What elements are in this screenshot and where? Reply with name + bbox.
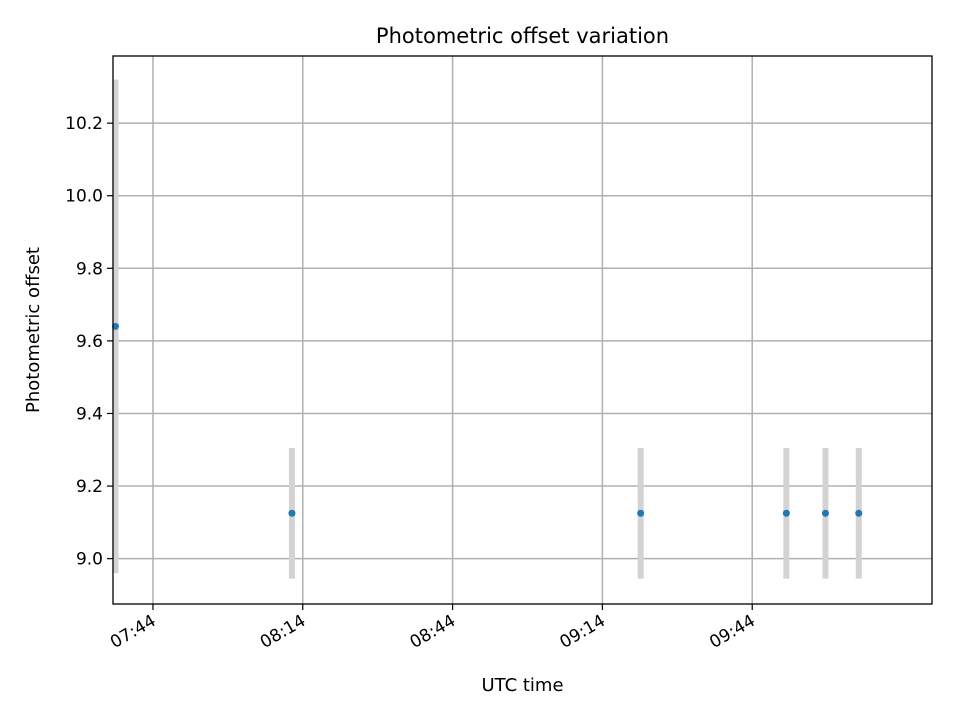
y-tick-label: 9.8 <box>76 259 103 279</box>
data-point <box>782 509 790 517</box>
data-point <box>637 509 645 517</box>
y-axis-title: Photometric offset <box>23 247 44 413</box>
y-axis-ticks: 9.0 9.2 9.4 9.6 9.8 10.0 10.2 <box>65 114 113 570</box>
grid <box>113 56 932 604</box>
x-axis-ticks: 07:44 08:14 08:44 09:14 09:44 <box>107 604 759 653</box>
chart-title: Photometric offset variation <box>376 24 669 48</box>
y-tick-label: 9.2 <box>76 477 103 497</box>
x-axis-title: UTC time <box>481 675 563 696</box>
data-point <box>821 509 829 517</box>
data-point <box>288 509 296 517</box>
y-tick-label: 9.4 <box>76 404 103 424</box>
plot-frame <box>112 55 933 605</box>
y-tick-label: 10.2 <box>65 114 103 134</box>
x-tick-label: 08:14 <box>257 611 309 653</box>
data-point <box>855 509 863 517</box>
x-tick-label: 09:14 <box>556 611 608 653</box>
y-tick-label: 9.0 <box>76 550 103 570</box>
x-tick-label: 09:44 <box>706 611 758 653</box>
data-points <box>111 322 863 517</box>
data-point <box>111 322 119 330</box>
error-bars <box>112 79 862 579</box>
x-tick-label: 08:44 <box>407 611 459 653</box>
x-tick-label: 07:44 <box>107 611 159 653</box>
y-tick-label: 10.0 <box>65 187 103 207</box>
y-tick-label: 9.6 <box>76 332 103 352</box>
